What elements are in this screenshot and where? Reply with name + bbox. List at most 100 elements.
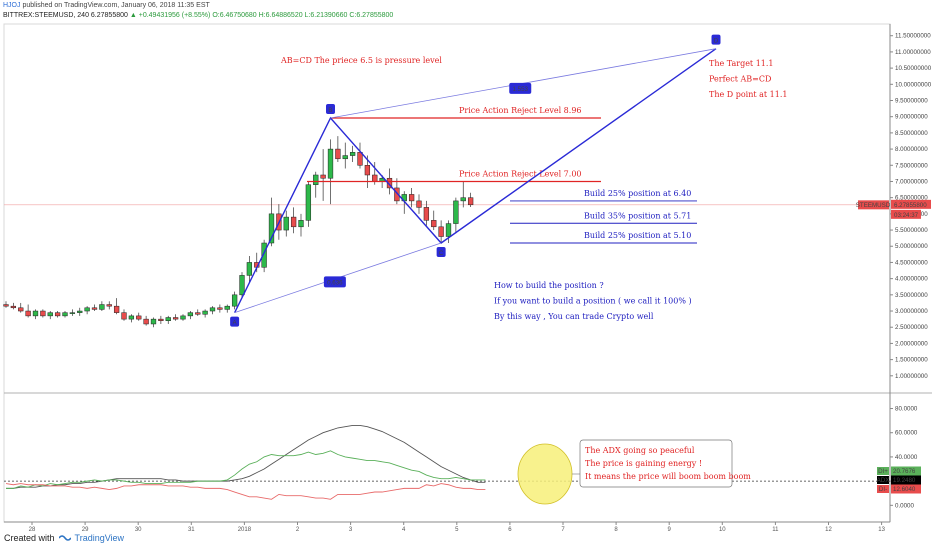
minus-di-value-tag bbox=[891, 484, 921, 494]
candle bbox=[217, 304, 223, 313]
price-tick-label: 8.00000000 bbox=[895, 146, 928, 153]
publish-info: HJOJ published on TradingView.com, Janua… bbox=[3, 2, 210, 9]
candle bbox=[342, 142, 348, 169]
ratio-badge bbox=[509, 82, 532, 94]
candle bbox=[408, 187, 415, 208]
symbol-tag-label: STEEMUSD bbox=[856, 202, 891, 209]
candle-up-body bbox=[202, 310, 208, 315]
candle bbox=[47, 311, 53, 320]
candle-up-body bbox=[239, 275, 245, 296]
candle-down-body bbox=[364, 165, 371, 176]
candle bbox=[69, 309, 76, 316]
adx-callout-text: The price is gaining energy ! bbox=[585, 459, 702, 468]
date-tick-label: 29 bbox=[82, 527, 89, 533]
candle bbox=[172, 314, 179, 321]
candle bbox=[357, 142, 363, 169]
footer: Created with TradingView bbox=[4, 533, 124, 543]
candle bbox=[143, 315, 149, 326]
candle bbox=[136, 312, 142, 321]
price-tick-label: 1.50000000 bbox=[895, 357, 928, 364]
candle bbox=[25, 304, 31, 318]
adx-callout-box bbox=[579, 439, 733, 488]
candle bbox=[113, 298, 120, 315]
strategy-note: If you want to build a position ( we cal… bbox=[494, 297, 692, 306]
candle-down-body bbox=[416, 200, 422, 208]
candle bbox=[327, 139, 334, 205]
candle-down-body bbox=[195, 312, 201, 315]
abcd-pattern-line bbox=[233, 48, 717, 313]
candle-down-body bbox=[431, 220, 437, 228]
author-link[interactable]: HJOJ bbox=[3, 2, 21, 9]
date-tick-label: 5 bbox=[455, 527, 459, 533]
candle-up-body bbox=[261, 242, 267, 268]
candle bbox=[231, 291, 238, 310]
candle-down-body bbox=[467, 197, 474, 206]
price-tick-label: 4.50000000 bbox=[895, 259, 928, 266]
minus-di-name-tag bbox=[877, 485, 889, 493]
plus-di-name: DI+ bbox=[878, 468, 888, 475]
symbol-info: BITTREX:STEEMUSD, 240 6.27855800 ▲ +0.49… bbox=[3, 12, 393, 19]
candle bbox=[54, 311, 61, 318]
candle bbox=[453, 197, 459, 234]
build-level-label: Build 25% position at 5.10 bbox=[584, 231, 691, 240]
candle bbox=[158, 315, 164, 324]
adx-callout-text: It means the price will boom boom boom bbox=[585, 472, 751, 481]
candle-up-body bbox=[99, 304, 105, 310]
candle-down-body bbox=[372, 174, 378, 182]
indicator-tick-label: 60.0000 bbox=[895, 430, 918, 437]
plus-di-name-tag bbox=[877, 467, 889, 475]
candle-down-body bbox=[438, 226, 444, 237]
candle bbox=[467, 192, 474, 208]
date-tick-label: 4 bbox=[402, 527, 406, 533]
candle bbox=[165, 315, 171, 324]
pattern-point-badge bbox=[326, 103, 335, 114]
candle-up-body bbox=[69, 312, 76, 314]
plus-di-value-tag bbox=[891, 466, 921, 476]
candle-up-body bbox=[128, 315, 135, 320]
candle-up-body bbox=[47, 312, 53, 317]
candle bbox=[305, 181, 312, 227]
candle-down-body bbox=[18, 307, 24, 312]
date-tick-label: 11 bbox=[772, 527, 779, 533]
price-tick-label: 11.00000000 bbox=[895, 49, 931, 56]
pattern-point-badge bbox=[230, 316, 240, 327]
indicator-tick-label: 80.0000 bbox=[895, 406, 918, 413]
candle-up-body bbox=[224, 305, 230, 310]
tradingview-brand-link[interactable]: TradingView bbox=[74, 533, 125, 543]
candle-up-body bbox=[460, 197, 466, 202]
symbol-line: BITTREX:STEEMUSD, 240 6.27855800 bbox=[3, 12, 128, 19]
target-note: Perfect AB=CD bbox=[709, 75, 771, 84]
price-tick-label: 10.00000000 bbox=[895, 81, 932, 88]
build-level-label: Build 25% position at 6.40 bbox=[584, 189, 691, 198]
adx-name: ADX bbox=[877, 477, 890, 484]
price-change: ▲ +0.49431956 (+8.55%) bbox=[129, 12, 211, 19]
candle bbox=[62, 311, 68, 318]
minus-di-value: 12.6040 bbox=[893, 486, 916, 493]
date-tick-label: 10 bbox=[719, 527, 726, 533]
candle-down-body bbox=[136, 315, 142, 320]
price-tick-label: 5.00000000 bbox=[895, 243, 928, 250]
candle bbox=[335, 136, 341, 163]
pattern-point-label: D bbox=[714, 38, 719, 45]
candle bbox=[313, 171, 319, 198]
price-tick-label: 3.00000000 bbox=[895, 308, 928, 315]
candle-up-body bbox=[32, 310, 39, 317]
candle bbox=[298, 213, 304, 237]
adx-value: 19.2480 bbox=[893, 477, 916, 484]
date-tick-label: 31 bbox=[188, 527, 195, 533]
candle bbox=[445, 220, 452, 244]
plus-di-value: 20.7676 bbox=[893, 468, 916, 475]
adx-callout-text: The ADX going so peaceful bbox=[585, 446, 695, 455]
adx-value-tag bbox=[891, 475, 921, 485]
candle-up-body bbox=[445, 223, 452, 237]
target-note: The Target 11.1 bbox=[709, 59, 774, 68]
candle-down-body bbox=[91, 307, 98, 310]
price-tick-label: 10.50000000 bbox=[895, 65, 932, 72]
candle bbox=[438, 220, 444, 244]
candle-up-body bbox=[305, 184, 312, 221]
candle bbox=[261, 239, 267, 273]
candle bbox=[246, 255, 253, 282]
candle-down-body bbox=[423, 207, 430, 221]
target-note: The D point at 11.1 bbox=[709, 90, 787, 99]
